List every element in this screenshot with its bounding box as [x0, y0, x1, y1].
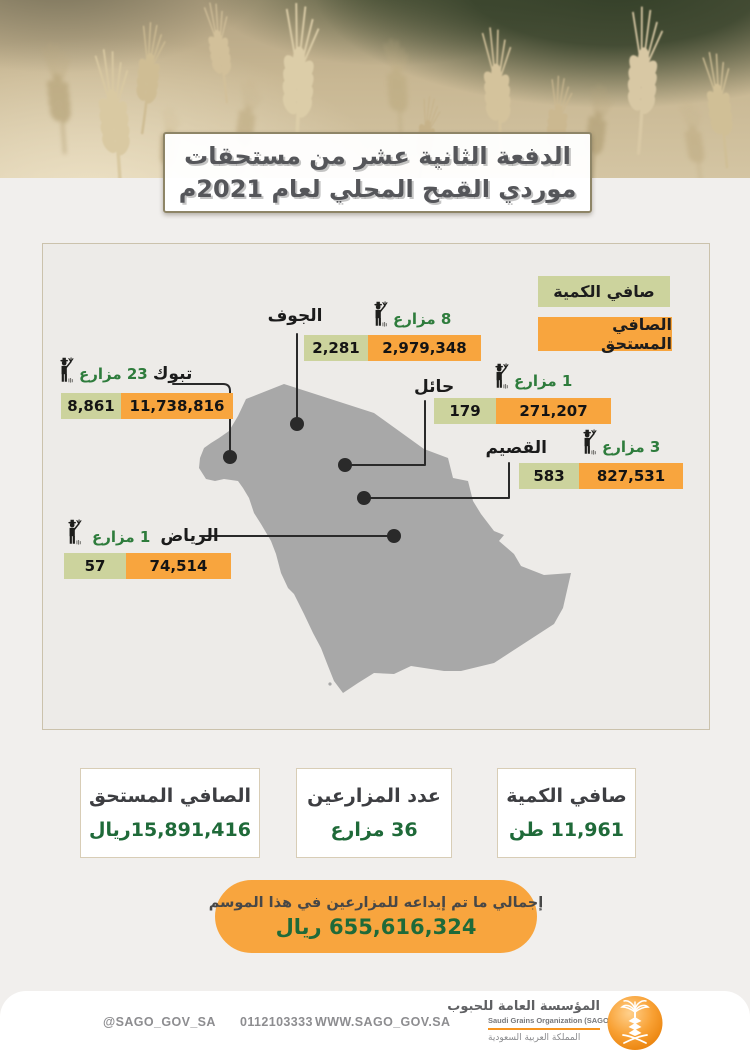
- farmers-count-hail: 1 مزارع: [492, 363, 572, 390]
- connector-tabuk: [172, 383, 231, 458]
- legend-net-due: الصافي المستحق: [538, 315, 672, 353]
- legend-net-quantity: صافي الكمية: [538, 276, 670, 307]
- title-box: الدفعة الثانية عشر من مستحقات موردي القم…: [163, 132, 592, 213]
- farmers-count-label: 1 مزارع: [92, 528, 151, 546]
- farmers-count-label: 8 مزارع: [393, 310, 452, 328]
- farmer-icon: [494, 363, 509, 390]
- farmer-icon: [59, 357, 74, 384]
- net-due-bar: 11,738,816: [121, 393, 233, 419]
- bars-hail: 179 271,207: [434, 398, 611, 424]
- map-panel: صافي الكمية الصافي المستحق الجوف 8 مزارع…: [42, 243, 710, 730]
- net-due-bar: 271,207: [496, 398, 611, 424]
- summary-value: 36 مزارع: [330, 819, 418, 841]
- total-deposit-value: 655,616,324 ريال: [275, 914, 477, 939]
- farmers-count-riyadh: الرياض 1 مزارع: [65, 519, 219, 546]
- net-quantity-bar: 2,281: [304, 335, 368, 361]
- region-name-riyadh: الرياض: [160, 526, 219, 546]
- summary-value: 11,961 طن: [509, 819, 624, 841]
- region-dot-tabuk: [223, 450, 237, 464]
- net-due-bar: 2,979,348: [368, 335, 481, 361]
- sago-logo-text: المؤسسة العامة للحبوب Saudi Grains Organ…: [447, 999, 612, 1043]
- bars-aljouf: 2,281 2,979,348: [304, 335, 481, 361]
- net-due-bar: 74,514: [126, 553, 231, 579]
- farmers-count-aljouf: 8 مزارع: [371, 301, 451, 328]
- title-line-2: موردي القمح المحلي لعام 2021م: [178, 174, 577, 203]
- net-quantity-bar: 179: [434, 398, 496, 424]
- island-dot: [328, 682, 332, 686]
- org-name-arabic: المؤسسة العامة للحبوب: [447, 999, 600, 1014]
- island-dot: [305, 610, 309, 614]
- net-due-bar: 827,531: [579, 463, 683, 489]
- summary-box-farmers: عدد المزارعين 36 مزارع: [296, 768, 452, 858]
- legend-net-quantity-label: صافي الكمية: [553, 282, 655, 301]
- farmer-icon: [67, 519, 82, 546]
- farmers-count-qassim: 3 مزارع: [580, 429, 660, 456]
- region-name-qassim: القصيم: [485, 438, 547, 458]
- summary-value: 15,891,416ريال: [89, 819, 251, 841]
- summary-box-net-quantity: صافي الكمية 11,961 طن: [497, 768, 636, 858]
- logo-divider: [488, 1028, 600, 1030]
- net-quantity-bar: 8,861: [61, 393, 121, 419]
- total-deposit-caption: إجمالي ما تم إيداعه للمزارعين في هذا الم…: [208, 894, 544, 911]
- farmer-icon: [373, 301, 388, 328]
- connector-qassim: [363, 462, 510, 499]
- title-line-1: الدفعة الثانية عشر من مستحقات: [184, 141, 571, 170]
- region-dot-qassim: [357, 491, 371, 505]
- region-name-hail: حائل: [414, 377, 455, 397]
- net-quantity-bar: 57: [64, 553, 126, 579]
- farmers-count-tabuk: تبوك 23 مزارع: [57, 357, 192, 384]
- total-deposit-banner: إجمالي ما تم إيداعه للمزارعين في هذا الم…: [209, 880, 543, 953]
- legend-net-due-label: الصافي المستحق: [601, 315, 672, 353]
- region-header-tabuk: تبوك 23 مزارع: [79, 364, 192, 384]
- bars-qassim: 583 827,531: [519, 463, 683, 489]
- saudi-arabia-map: [172, 333, 571, 693]
- net-quantity-bar: 583: [519, 463, 579, 489]
- summary-title: الصافي المستحق: [88, 785, 252, 807]
- footer-bar: @SAGO_GOV_SA 0112103333 WWW.SAGO_GOV.SA …: [0, 991, 750, 1061]
- summary-title: صافي الكمية: [506, 785, 627, 807]
- region-dot-riyadh: [387, 529, 401, 543]
- region-name-aljouf: الجوف: [267, 306, 323, 326]
- sago-logo-icon: [607, 996, 663, 1050]
- summary-title: عدد المزارعين: [307, 785, 441, 807]
- saudi-arabia-shape: [199, 384, 571, 693]
- farmers-count-label: 23 مزارع: [79, 365, 148, 383]
- region-name-tabuk: تبوك: [152, 364, 193, 384]
- island-dot: [323, 637, 327, 641]
- farmers-count-label: 1 مزارع: [514, 372, 573, 390]
- org-name-english: Saudi Grains Organization (SAGO): [488, 1016, 612, 1025]
- summary-box-net-due: الصافي المستحق 15,891,416ريال: [80, 768, 260, 858]
- region-dot-aljouf: [290, 417, 304, 431]
- bars-riyadh: 57 74,514: [64, 553, 231, 579]
- farmer-icon: [582, 429, 597, 456]
- bars-tabuk: 8,861 11,738,816: [61, 393, 233, 419]
- website-url: WWW.SAGO_GOV.SA: [315, 1015, 451, 1029]
- region-dot-hail: [338, 458, 352, 472]
- phone-number: 0112103333: [240, 1015, 313, 1029]
- farmers-count-label: 3 مزارع: [602, 438, 661, 456]
- connector-hail: [344, 400, 426, 466]
- twitter-handle: @SAGO_GOV_SA: [103, 1015, 216, 1029]
- country-name: المملكة العربية السعودية: [488, 1033, 581, 1043]
